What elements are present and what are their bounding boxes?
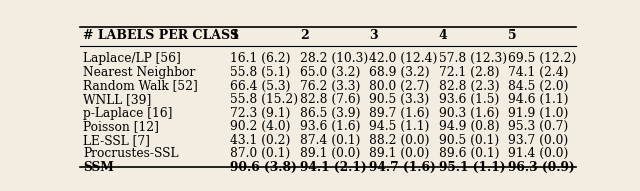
Text: 1: 1	[230, 29, 239, 42]
Text: 84.5 (2.0): 84.5 (2.0)	[508, 79, 568, 92]
Text: 76.2 (3.3): 76.2 (3.3)	[300, 79, 360, 92]
Text: 91.4 (0.0): 91.4 (0.0)	[508, 147, 568, 160]
Text: 90.3 (1.6): 90.3 (1.6)	[438, 107, 499, 120]
Text: SSM: SSM	[83, 161, 114, 174]
Text: 4: 4	[438, 29, 447, 42]
Text: 96.3 (0.9): 96.3 (0.9)	[508, 161, 575, 174]
Text: 94.9 (0.8): 94.9 (0.8)	[438, 120, 499, 133]
Text: 94.1 (2.1): 94.1 (2.1)	[300, 161, 366, 174]
Text: 90.5 (0.1): 90.5 (0.1)	[438, 134, 499, 147]
Text: 95.3 (0.7): 95.3 (0.7)	[508, 120, 568, 133]
Text: 86.5 (3.9): 86.5 (3.9)	[300, 107, 360, 120]
Text: 66.4 (5.3): 66.4 (5.3)	[230, 79, 291, 92]
Text: 88.2 (0.0): 88.2 (0.0)	[369, 134, 429, 147]
Text: 5: 5	[508, 29, 516, 42]
Text: Laplace/LP [56]: Laplace/LP [56]	[83, 53, 180, 66]
Text: 90.5 (3.3): 90.5 (3.3)	[369, 93, 429, 106]
Text: 90.6 (3.8): 90.6 (3.8)	[230, 161, 297, 174]
Text: 43.1 (0.2): 43.1 (0.2)	[230, 134, 291, 147]
Text: 72.3 (9.1): 72.3 (9.1)	[230, 107, 291, 120]
Text: 42.0 (12.4): 42.0 (12.4)	[369, 53, 438, 66]
Text: 89.1 (0.0): 89.1 (0.0)	[369, 147, 429, 160]
Text: 74.1 (2.4): 74.1 (2.4)	[508, 66, 568, 79]
Text: 89.1 (0.0): 89.1 (0.0)	[300, 147, 360, 160]
Text: 2: 2	[300, 29, 308, 42]
Text: 89.7 (1.6): 89.7 (1.6)	[369, 107, 429, 120]
Text: 89.6 (0.1): 89.6 (0.1)	[438, 147, 499, 160]
Text: 80.0 (2.7): 80.0 (2.7)	[369, 79, 429, 92]
Text: Poisson [12]: Poisson [12]	[83, 120, 159, 133]
Text: WNLL [39]: WNLL [39]	[83, 93, 151, 106]
Text: 87.4 (0.1): 87.4 (0.1)	[300, 134, 360, 147]
Text: 65.0 (3.2): 65.0 (3.2)	[300, 66, 360, 79]
Text: 16.1 (6.2): 16.1 (6.2)	[230, 53, 291, 66]
Text: 94.5 (1.1): 94.5 (1.1)	[369, 120, 429, 133]
Text: 55.8 (15.2): 55.8 (15.2)	[230, 93, 298, 106]
Text: p-Laplace [16]: p-Laplace [16]	[83, 107, 172, 120]
Text: 93.6 (1.5): 93.6 (1.5)	[438, 93, 499, 106]
Text: 91.9 (1.0): 91.9 (1.0)	[508, 107, 568, 120]
Text: 87.0 (0.1): 87.0 (0.1)	[230, 147, 291, 160]
Text: LE-SSL [7]: LE-SSL [7]	[83, 134, 150, 147]
Text: 82.8 (7.6): 82.8 (7.6)	[300, 93, 360, 106]
Text: 72.1 (2.8): 72.1 (2.8)	[438, 66, 499, 79]
Text: 55.8 (5.1): 55.8 (5.1)	[230, 66, 291, 79]
Text: Procrustes-SSL: Procrustes-SSL	[83, 147, 179, 160]
Text: 68.9 (3.2): 68.9 (3.2)	[369, 66, 430, 79]
Text: 93.7 (0.0): 93.7 (0.0)	[508, 134, 568, 147]
Text: 95.1 (1.1): 95.1 (1.1)	[438, 161, 505, 174]
Text: 94.7 (1.6): 94.7 (1.6)	[369, 161, 436, 174]
Text: 69.5 (12.2): 69.5 (12.2)	[508, 53, 577, 66]
Text: 94.6 (1.1): 94.6 (1.1)	[508, 93, 568, 106]
Text: 3: 3	[369, 29, 378, 42]
Text: 90.2 (4.0): 90.2 (4.0)	[230, 120, 291, 133]
Text: 82.8 (2.3): 82.8 (2.3)	[438, 79, 499, 92]
Text: # LABELS PER CLASS: # LABELS PER CLASS	[83, 29, 239, 42]
Text: Nearest Neighbor: Nearest Neighbor	[83, 66, 195, 79]
Text: 28.2 (10.3): 28.2 (10.3)	[300, 53, 368, 66]
Text: Random Walk [52]: Random Walk [52]	[83, 79, 198, 92]
Text: 57.8 (12.3): 57.8 (12.3)	[438, 53, 507, 66]
Text: 93.6 (1.6): 93.6 (1.6)	[300, 120, 360, 133]
